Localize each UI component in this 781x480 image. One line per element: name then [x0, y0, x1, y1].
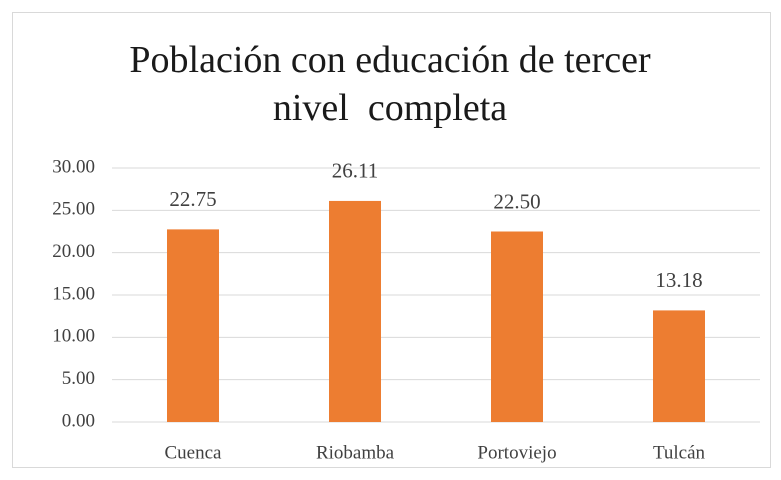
x-tick-label: Cuenca — [165, 442, 223, 463]
y-tick-label: 0.00 — [62, 410, 95, 431]
chart-border — [12, 12, 771, 468]
data-label: 13.18 — [655, 268, 702, 292]
y-tick-label: 20.00 — [52, 241, 95, 262]
bar — [329, 200, 381, 422]
bar — [653, 310, 705, 422]
y-tick-label: 5.00 — [62, 368, 95, 389]
bar — [167, 229, 219, 422]
x-tick-label: Tulcán — [653, 442, 706, 463]
y-tick-label: 10.00 — [52, 326, 95, 347]
y-tick-label: 30.00 — [52, 156, 95, 177]
data-label: 26.11 — [332, 159, 378, 183]
y-tick-label: 15.00 — [52, 283, 95, 304]
y-tick-label: 25.00 — [52, 199, 95, 220]
data-label: 22.50 — [493, 189, 540, 213]
bar — [491, 231, 543, 422]
x-tick-label: Portoviejo — [477, 442, 556, 463]
data-label: 22.75 — [169, 187, 216, 211]
x-tick-label: Riobamba — [316, 442, 395, 463]
chart-title: Población con educación de tercer nivel … — [129, 39, 661, 129]
